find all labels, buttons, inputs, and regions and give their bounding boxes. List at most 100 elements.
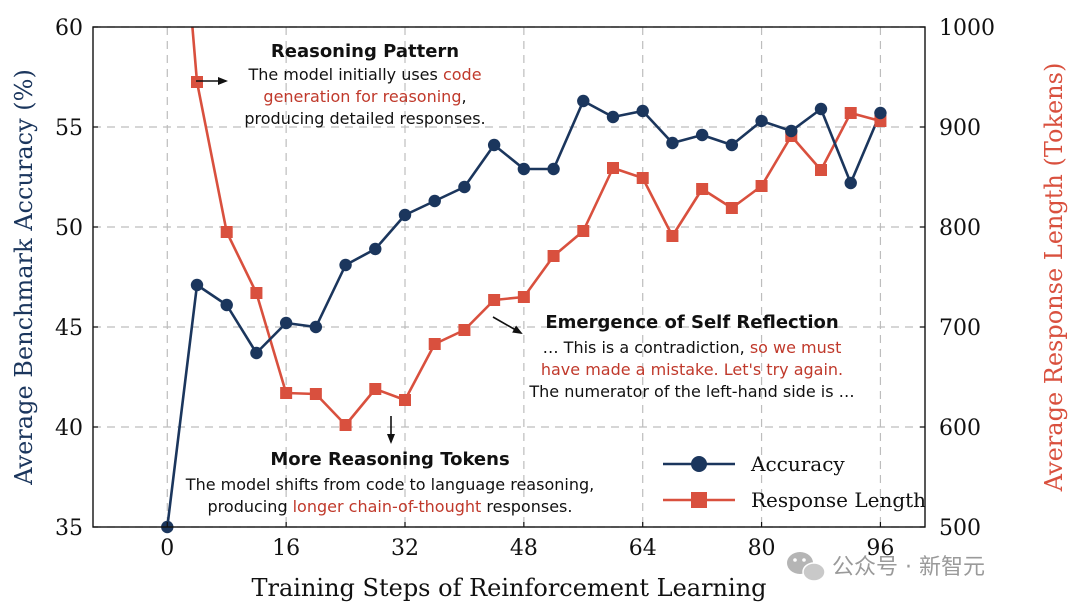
annotation-segment: have made a mistake. Let's try again. — [541, 360, 843, 379]
annotation-segment: longer chain-of-thought — [293, 497, 482, 516]
accuracy-point — [547, 162, 560, 176]
accuracy-point — [279, 316, 293, 330]
accuracy-point — [428, 194, 441, 208]
y-right-tick-label: 600 — [939, 416, 981, 441]
accuracy-point — [220, 298, 233, 312]
accuracy-point — [725, 138, 739, 152]
watermark: 公众号 · 新智元 — [787, 552, 985, 582]
annotation-segment: so we must — [750, 338, 842, 357]
annotation-line: producing detailed responses. — [244, 109, 485, 128]
annotation-segment: generation for reasoning — [263, 87, 461, 106]
annotation-segment: The numerator of the left-hand side is … — [528, 382, 854, 401]
annotation-segment: code — [443, 65, 482, 84]
annotation-title: More Reasoning Tokens — [270, 449, 509, 470]
annotation-line: producing longer chain-of-thought respon… — [208, 497, 573, 516]
response-length-point — [369, 383, 382, 395]
annotation-segment: producing — [208, 497, 293, 516]
response-length-point — [815, 164, 827, 176]
accuracy-point — [636, 104, 649, 118]
accuracy-point — [309, 320, 323, 334]
x-tick-label: 0 — [160, 536, 174, 561]
response-length-point — [339, 419, 352, 431]
response-length-point — [755, 180, 768, 192]
accuracy-point — [190, 278, 204, 292]
annotation-segment: producing detailed responses. — [244, 109, 485, 128]
series-layer — [161, 27, 887, 534]
y-right-tick-label: 900 — [939, 116, 981, 141]
accuracy-point — [844, 176, 857, 190]
x-axis-title: Training Steps of Reinforcement Learning — [251, 574, 766, 602]
annotation-segment: … This is a contradiction, — [543, 338, 750, 357]
accuracy-point — [785, 124, 798, 138]
annotation-title: Emergence of Self Reflection — [545, 312, 838, 333]
response-length-point — [309, 388, 322, 400]
annotation: Emergence of Self Reflection … This is a … — [528, 312, 854, 401]
accuracy-point — [814, 102, 828, 116]
response-length-point — [399, 394, 411, 406]
legend-accuracy-marker — [691, 456, 707, 472]
accuracy-point — [458, 180, 471, 194]
y-left-tick-label: 45 — [55, 316, 83, 341]
x-tick-label: 64 — [629, 536, 657, 561]
response-length-point — [488, 294, 501, 306]
watermark-text: 公众号 · 新智元 — [832, 555, 985, 580]
legend-accuracy-label: Accuracy — [750, 452, 845, 476]
accuracy-point — [577, 94, 590, 108]
accuracy-point — [874, 106, 887, 120]
y-right-tick-label: 700 — [939, 316, 981, 341]
right-y-axis-title: Average Response Length (Tokens) — [1040, 63, 1068, 493]
accuracy-point — [517, 162, 531, 176]
arrow-down-right-icon — [492, 316, 523, 334]
annotation-line: The numerator of the left-hand side is … — [528, 382, 854, 401]
y-left-tick-label: 40 — [55, 416, 83, 441]
accuracy-point — [666, 136, 679, 150]
accuracy-point — [398, 208, 412, 222]
response-length-point — [636, 172, 649, 184]
accuracy-point — [487, 138, 501, 152]
response-length-point — [517, 291, 530, 303]
response-length-point — [220, 226, 233, 238]
annotation-layer: Reasoning Pattern The model initially use… — [185, 41, 855, 516]
response-length-point — [458, 324, 471, 336]
annotation-line: The model initially uses code — [247, 65, 481, 84]
response-length-point — [280, 387, 293, 399]
response-length-point — [191, 76, 203, 88]
response-length-point — [547, 250, 560, 262]
accuracy-point — [369, 242, 382, 256]
accuracy-point — [250, 346, 263, 360]
annotation-segment: responses. — [481, 497, 572, 516]
response-length-point — [844, 107, 857, 119]
response-length-point — [666, 230, 679, 242]
annotation-line: have made a mistake. Let's try again. — [541, 360, 843, 379]
y-left-tick-label: 60 — [55, 16, 83, 41]
legend-response-length-marker — [691, 492, 707, 508]
annotation: Reasoning Pattern The model initially use… — [244, 41, 485, 128]
x-tick-label: 48 — [510, 536, 538, 561]
annotation-segment: The model shifts from code to language r… — [185, 475, 594, 494]
response-length-point — [607, 162, 619, 174]
accuracy-point — [339, 258, 352, 272]
annotation-line: generation for reasoning, — [263, 87, 466, 106]
left-y-axis-title: Average Benchmark Accuracy (%) — [10, 69, 38, 486]
legend-response-length-label: Response Length — [751, 488, 926, 512]
annotation-line: The model shifts from code to language r… — [185, 475, 594, 494]
y-left-tick-label: 55 — [55, 116, 83, 141]
y-left-tick-label: 50 — [55, 216, 83, 241]
x-tick-label: 80 — [748, 536, 776, 561]
y-left-tick-label: 35 — [55, 516, 83, 541]
response-length-point — [725, 202, 738, 214]
annotation: More Reasoning Tokens The model shifts fr… — [185, 449, 594, 516]
annotation-line: … This is a contradiction, so we must — [543, 338, 842, 357]
response-length-point — [428, 338, 441, 350]
legend: Accuracy Response Length — [663, 452, 926, 512]
x-tick-label: 16 — [272, 536, 300, 561]
x-tick-label: 32 — [391, 536, 419, 561]
y-right-tick-label: 800 — [939, 216, 981, 241]
response-length-point — [250, 287, 263, 299]
y-right-tick-label: 500 — [939, 516, 981, 541]
accuracy-point — [695, 128, 709, 142]
response-length-point — [577, 225, 590, 237]
accuracy-point — [755, 114, 768, 128]
ticks: 0 16 32 48 64 80 96 35 40 45 50 55 60 500 600 700 800 900… — [55, 16, 995, 561]
